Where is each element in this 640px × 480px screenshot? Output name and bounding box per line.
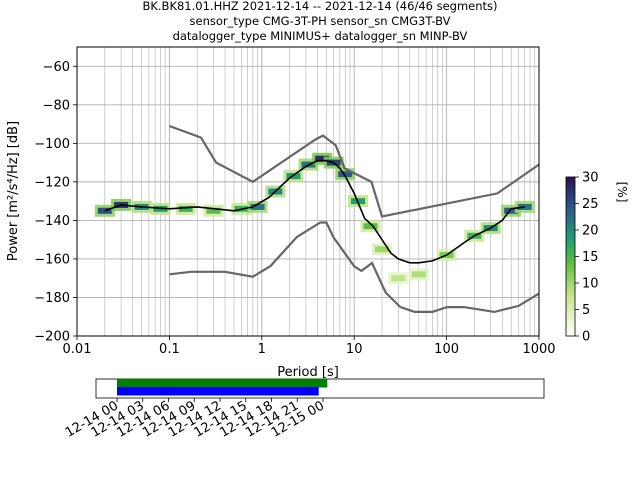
colorbar-tick-label: 0 — [582, 330, 590, 345]
series-line-noise_model_high — [169, 124, 540, 218]
y-tick-label: −180 — [34, 291, 70, 306]
y-tick-label: −100 — [34, 137, 70, 152]
plot-frame — [76, 46, 540, 337]
density-heatmap — [94, 152, 535, 285]
colorbar-label: [%] — [615, 182, 629, 203]
x-tick-label: 0.01 — [63, 342, 92, 357]
series-line-median — [104, 159, 525, 264]
density-cell — [315, 155, 330, 162]
colorbar-tick-label: 5 — [582, 303, 590, 318]
y-axis-label: Power [m²/s⁴/Hz] [dB] — [6, 121, 21, 261]
colorbar-ticks: 0 5 10 15 20 25 30 — [575, 171, 599, 345]
x-tick-label: 10 — [346, 342, 363, 357]
series-lines — [104, 124, 540, 314]
y-tick-label: −60 — [43, 60, 70, 75]
colorbar-tick-label: 10 — [582, 277, 599, 292]
y-tick-label: −120 — [34, 175, 70, 190]
chart-title-line-1: BK.BK81.01.HHZ 2021-12-14 -- 2021-12-14 … — [142, 0, 498, 13]
availability-bars — [117, 379, 328, 396]
x-axis-ticks: 0.01 0.1 1 10 100 1000 — [63, 336, 556, 357]
density-cell — [411, 271, 426, 278]
series-line-noise_model_low — [169, 221, 540, 314]
density-cell — [391, 275, 406, 282]
colorbar-tick-label: 30 — [582, 171, 599, 186]
y-axis-ticks: −60 −80 −100 −120 −140 −160 −180 −200 — [34, 60, 77, 345]
x-tick-label: 1 — [258, 342, 266, 357]
x-tick-label: 0.1 — [159, 342, 180, 357]
y-tick-label: −160 — [34, 252, 70, 267]
colorbar-tick-label: 20 — [582, 224, 599, 239]
availability-bar — [117, 379, 328, 388]
grid-lines — [76, 47, 539, 337]
density-cell — [504, 207, 519, 214]
density-cell — [375, 246, 390, 253]
chart-title-line-2: sensor_type CMG-3T-PH sensor_sn CMG3T-BV — [189, 14, 451, 28]
density-cell — [338, 171, 353, 178]
x-axis-label: Period [s] — [277, 365, 339, 380]
colorbar-tick-label: 15 — [582, 250, 599, 265]
density-cell — [250, 203, 265, 210]
availability-bar — [117, 387, 319, 396]
colorbar-tick-label: 25 — [582, 197, 599, 212]
x-tick-label: 1000 — [522, 342, 555, 357]
density-cell — [206, 207, 221, 214]
y-tick-label: −140 — [34, 214, 70, 229]
density-cell — [178, 205, 193, 212]
density-cell — [363, 223, 378, 230]
chart-title-line-3: datalogger_type MINIMUS+ datalogger_sn M… — [172, 29, 468, 43]
colorbar — [565, 176, 576, 337]
x-tick-label: 100 — [434, 342, 459, 357]
y-tick-label: −80 — [43, 98, 70, 113]
y-tick-label: −200 — [34, 330, 70, 345]
